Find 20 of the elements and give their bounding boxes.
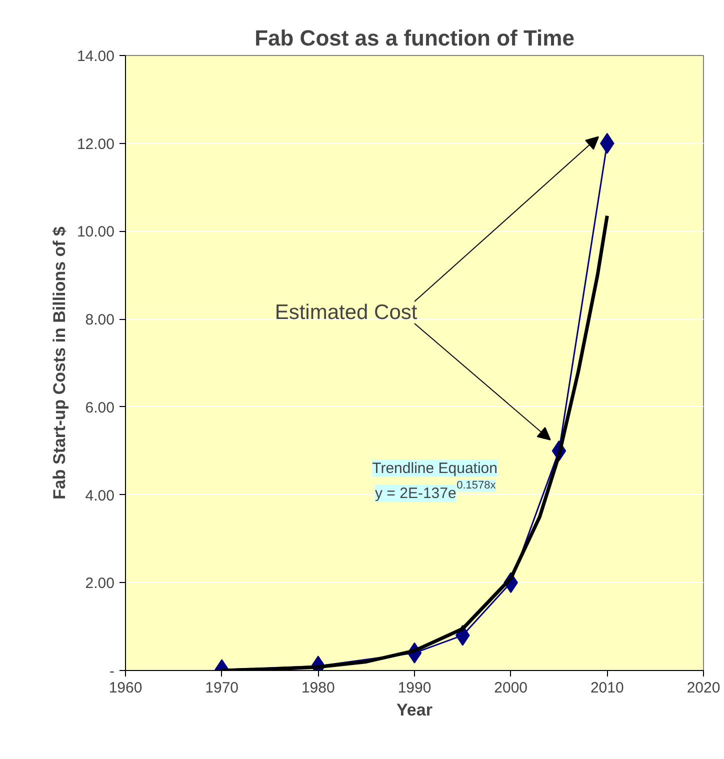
annotation: Estimated Cost	[274, 300, 418, 324]
x-axis-title: Year	[396, 700, 433, 720]
x-tick-label: 2020	[686, 680, 720, 696]
y-axis-title: Fab Start-up Costs in Billions of $	[50, 226, 69, 500]
y-tick-label: 4.00	[85, 487, 115, 504]
y-tick-label: 8.00	[85, 312, 115, 329]
chart-title: Fab Cost as a function of Time	[254, 26, 574, 50]
y-tick-label: 6.00	[85, 399, 115, 416]
x-tick-label: 1960	[108, 680, 142, 696]
x-tick-label: 1980	[301, 680, 335, 696]
y-tick-label: 10.00	[76, 224, 115, 241]
x-tick-label: 1990	[398, 680, 432, 696]
x-tick-label: 1970	[205, 680, 239, 696]
y-tick-label: 14.00	[76, 48, 115, 65]
y-tick-label: 12.00	[76, 136, 115, 153]
x-tick-label: 2000	[494, 680, 528, 696]
x-tick-label: 2010	[590, 680, 624, 696]
y-tick-label: 2.00	[85, 575, 115, 592]
annotation: Trendline Equation	[372, 460, 498, 477]
y-tick-label: -	[110, 663, 115, 680]
